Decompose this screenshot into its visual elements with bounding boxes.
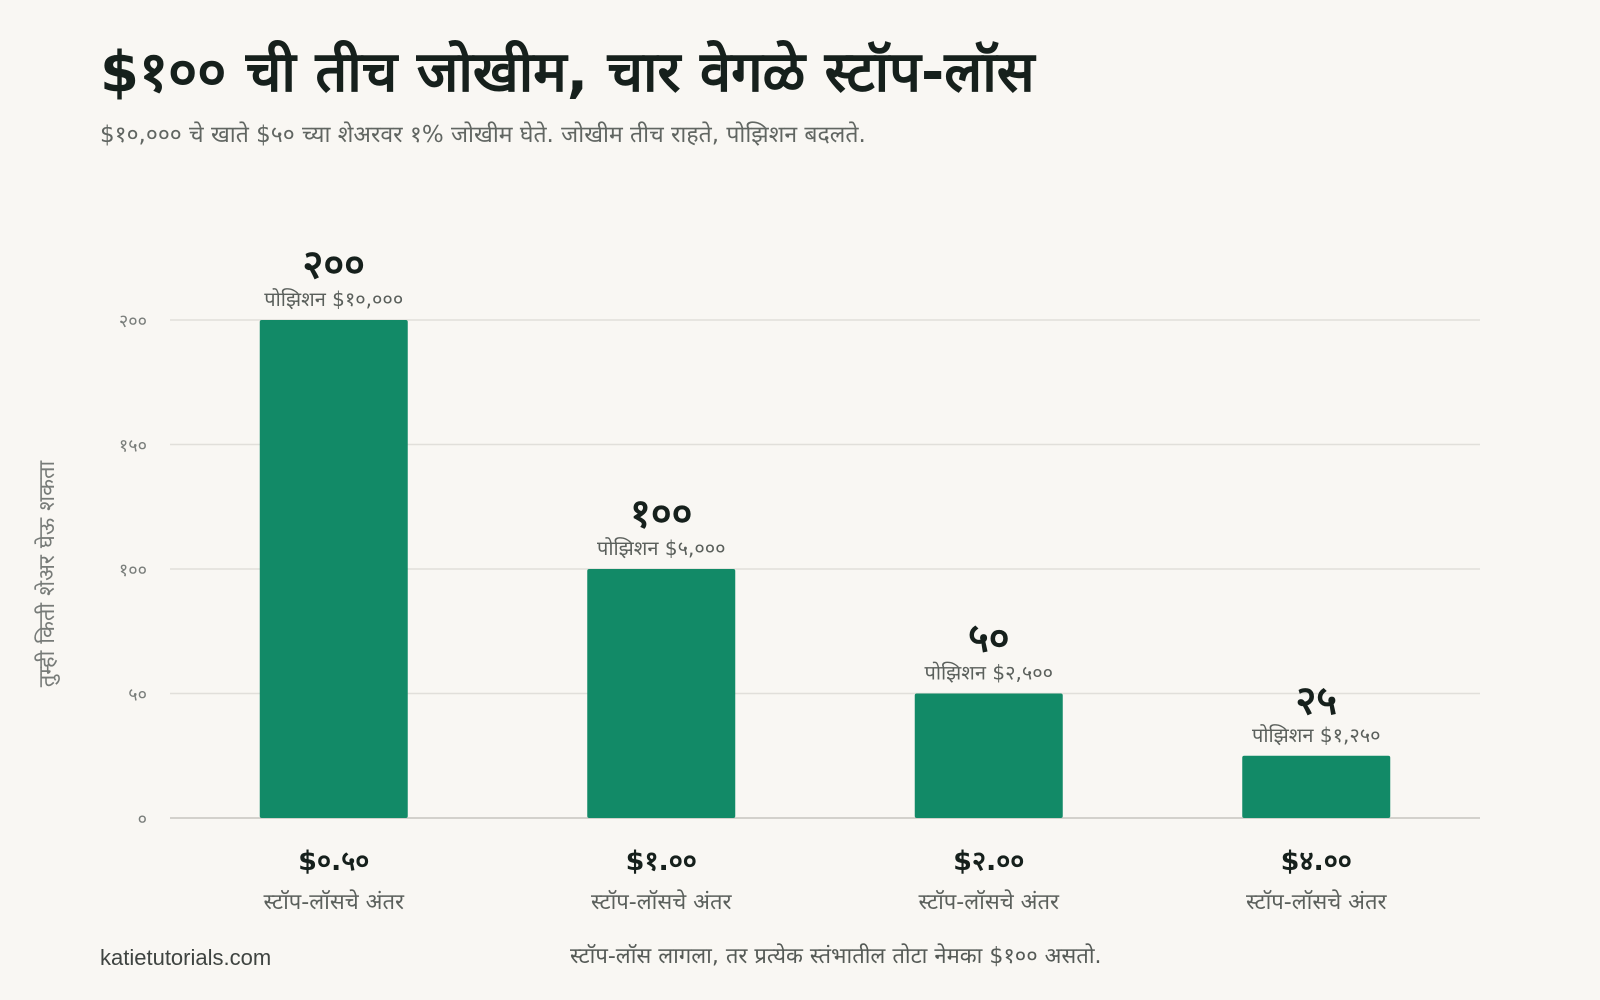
bar: [587, 569, 736, 818]
x-category-sublabel: स्टॉप-लॉसचे अंतर: [918, 889, 1060, 915]
x-category-sublabel: स्टॉप-लॉसचे अंतर: [591, 889, 733, 915]
x-category-label: $२.००: [953, 846, 1024, 877]
bar-position-label: पोझिशन $१,२५०: [1252, 723, 1381, 747]
y-tick-label: १५०: [119, 436, 147, 457]
chart-subtitle: $१०,००० चे खाते $५० च्या शेअरवर १% जोखीम…: [100, 122, 866, 148]
x-category-label: $१.००: [626, 846, 697, 877]
bar: [914, 693, 1063, 818]
bar: [259, 320, 408, 818]
y-tick-label: ५०: [128, 685, 147, 706]
y-tick-label: १००: [119, 560, 147, 581]
footer-note: स्टॉप-लॉस लागला, तर प्रत्येक स्तंभातील त…: [570, 944, 1102, 969]
y-tick-label: २००: [119, 311, 147, 332]
bar-position-label: पोझिशन $१०,०००: [264, 287, 403, 311]
bar-position-label: पोझिशन $५,०००: [597, 536, 726, 560]
x-category-sublabel: स्टॉप-लॉसचे अंतर: [1246, 889, 1388, 915]
y-axis-ticks: ० ५० १०० १५० २००: [119, 311, 147, 830]
x-category-label: $०.५०: [298, 846, 369, 877]
bar: [1242, 755, 1391, 818]
x-category-sublabel: स्टॉप-लॉसचे अंतर: [263, 889, 405, 915]
bars: [259, 320, 1391, 818]
bar-value-label: १००: [630, 491, 692, 537]
x-category-label: $४.००: [1281, 846, 1352, 877]
bar-position-label: पोझिशन $२,५००: [924, 661, 1053, 685]
x-axis-categories: $०.५० स्टॉप-लॉसचे अंतर $१.०० स्टॉप-लॉसचे अं…: [263, 846, 1387, 915]
bar-value-label: २५: [1295, 678, 1337, 724]
y-tick-label: ०: [138, 809, 147, 830]
source-credit: katietutorials.com: [100, 945, 272, 970]
bar-value-label: ५०: [968, 616, 1010, 662]
chart-title: $१०० ची तीच जोखीम, चार वेगळे स्टॉप-लॉस: [100, 40, 1035, 105]
bar-value-label: २००: [303, 242, 365, 288]
